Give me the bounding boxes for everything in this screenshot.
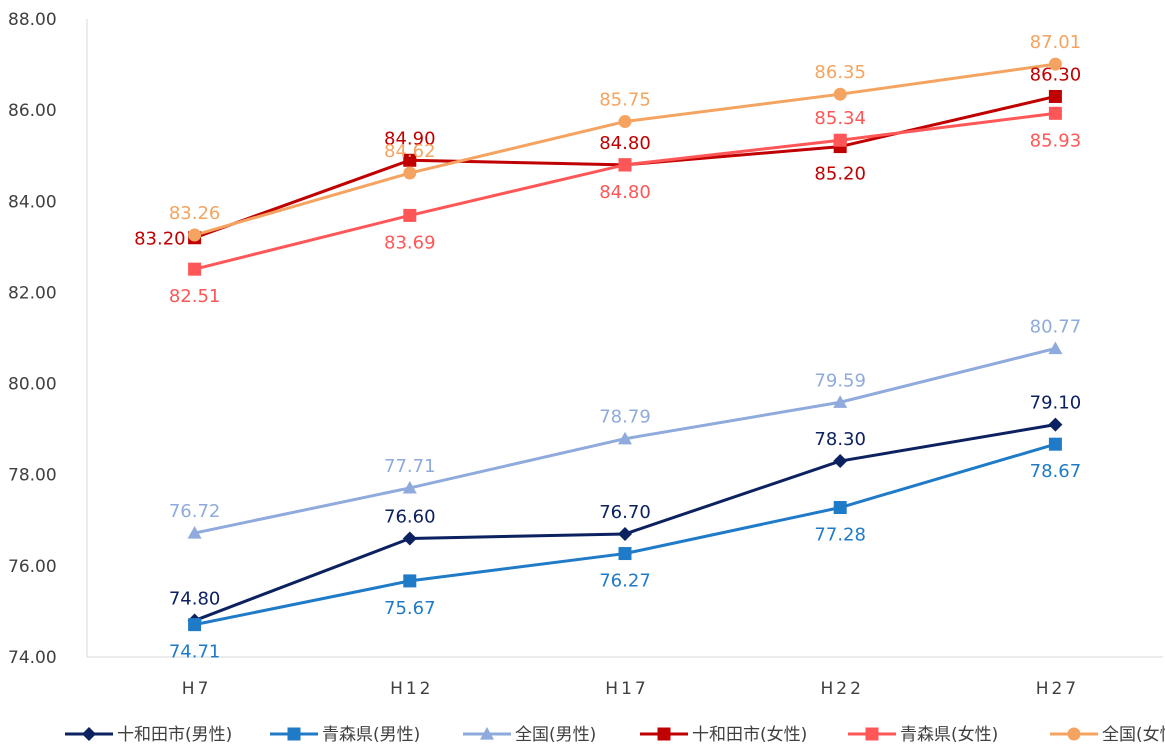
y-tick-label: 78.00 (8, 466, 57, 486)
data-label: 79.10 (1030, 393, 1082, 414)
legend-label: 青森県(女性) (900, 725, 998, 745)
data-label: 79.59 (814, 370, 866, 391)
legend-marker (480, 727, 494, 740)
legend-label: 十和田市(女性) (692, 725, 807, 745)
data-label: 77.71 (384, 456, 436, 477)
y-tick-label: 74.00 (8, 648, 57, 668)
data-label: 75.67 (384, 598, 436, 619)
data-label: 83.26 (169, 203, 221, 224)
data-label: 78.30 (814, 429, 866, 450)
x-tick-label: H17 (605, 679, 648, 699)
data-point (1048, 89, 1062, 103)
data-point (1048, 106, 1062, 120)
data-label: 85.93 (1030, 130, 1082, 151)
data-point (833, 133, 847, 147)
legend-label: 全国(女性) (1102, 725, 1165, 745)
data-point (1048, 341, 1063, 355)
data-label: 84.62 (384, 141, 436, 162)
x-tick-label: H27 (1036, 679, 1079, 699)
data-label: 84.90 (384, 128, 436, 149)
data-point (403, 153, 417, 167)
data-label: 84.80 (599, 182, 651, 203)
y-tick-label: 76.00 (8, 557, 57, 577)
data-point (187, 526, 202, 539)
y-tick-label: 82.00 (8, 283, 57, 303)
data-point (188, 228, 202, 242)
data-label: 83.69 (384, 232, 436, 253)
data-point (618, 158, 632, 172)
legend-marker (1067, 727, 1081, 741)
data-point (833, 501, 847, 515)
y-tick-label: 80.00 (8, 375, 57, 395)
x-tick-label: H7 (182, 679, 212, 699)
legend-marker (287, 727, 301, 741)
y-tick-label: 84.00 (8, 192, 57, 212)
legend-marker (82, 727, 96, 741)
data-label: 78.67 (1030, 461, 1082, 482)
data-label: 80.77 (1030, 316, 1082, 337)
y-tick-label: 86.00 (8, 101, 57, 121)
data-point (403, 574, 417, 588)
data-point (618, 115, 632, 129)
data-label: 87.01 (1030, 32, 1082, 53)
data-label: 74.80 (169, 589, 221, 610)
data-point (618, 431, 632, 445)
data-label: 77.28 (814, 525, 866, 546)
data-label: 76.27 (599, 571, 651, 592)
data-label: 85.20 (814, 164, 866, 185)
data-point (403, 208, 417, 222)
data-label: 76.72 (169, 501, 221, 522)
data-label: 78.79 (599, 407, 651, 428)
data-label: 85.75 (599, 90, 651, 111)
data-label: 86.35 (814, 62, 866, 83)
data-point (833, 454, 848, 469)
legend-marker (865, 727, 879, 741)
data-point (618, 526, 632, 541)
data-point (402, 531, 417, 546)
data-label: 86.30 (1030, 64, 1082, 85)
x-tick-label: H12 (390, 679, 433, 699)
data-point (833, 87, 847, 101)
data-point (188, 262, 202, 276)
data-point (618, 547, 632, 561)
data-point (1048, 437, 1062, 451)
legend-label: 青森県(男性) (322, 725, 420, 745)
x-tick-label: H22 (820, 679, 863, 699)
data-point (1048, 57, 1062, 71)
y-tick-label: 88.00 (8, 10, 57, 30)
data-label: 83.20 (134, 229, 186, 250)
data-label: 85.34 (814, 108, 866, 129)
data-label: 76.70 (599, 502, 651, 523)
data-label: 74.71 (169, 642, 221, 663)
data-label: 84.80 (599, 133, 651, 154)
legend-label: 全国(男性) (515, 725, 596, 745)
data-point (1048, 417, 1063, 432)
legend-marker (657, 727, 671, 741)
data-point (403, 166, 417, 180)
data-point (833, 395, 848, 408)
legend-label: 十和田市(男性) (117, 725, 232, 745)
data-point (402, 480, 417, 494)
data-label: 76.60 (384, 507, 436, 528)
data-point (188, 618, 202, 632)
data-label: 82.51 (169, 286, 221, 307)
